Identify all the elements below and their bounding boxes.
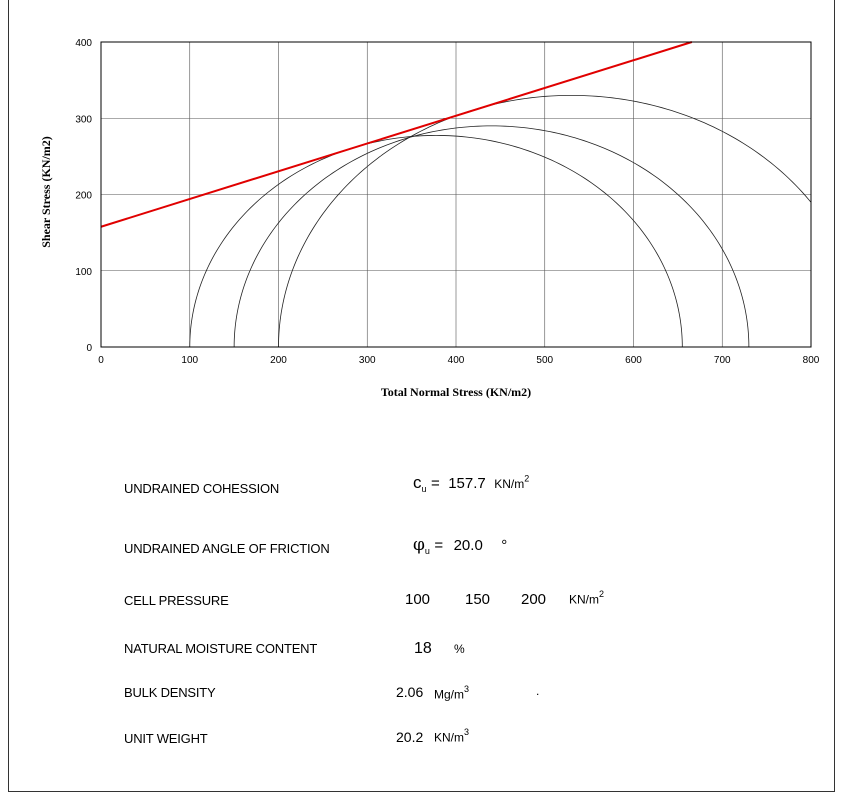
- x-tick-label: 300: [359, 355, 376, 366]
- tick-labels: 0 100 200 300 400 500 600 700 800 0 100 200 300 400: [75, 38, 819, 366]
- cell-pressure-unit-group: KN/m2: [569, 589, 604, 608]
- x-tick-label: 100: [181, 355, 198, 366]
- cell-pressure-label: CELL PRESSURE: [124, 593, 229, 608]
- moisture-value: 18: [414, 640, 432, 657]
- mohr-circle-chart: 0 100 200 300 400 500 600 700 800 0 100 200 300 400 T…: [39, 38, 820, 399]
- x-tick-label: 700: [714, 355, 731, 366]
- friction-label: UNDRAINED ANGLE OF FRICTION: [124, 541, 330, 556]
- moisture-label: NATURAL MOISTURE CONTENT: [124, 641, 318, 656]
- cohesion-label: UNDRAINED COHESSION: [124, 481, 280, 496]
- x-tick-label: 400: [448, 355, 465, 366]
- failure-envelope-line: [100, 41, 693, 228]
- mohr-circle: [189, 135, 683, 347]
- unit-weight-label: UNIT WEIGHT: [124, 731, 208, 746]
- friction-subscript: u: [424, 546, 430, 557]
- y-axis-title: Shear Stress (KN/m2): [39, 136, 53, 248]
- unit-weight-unit: KN/m: [434, 730, 464, 745]
- unit-weight-unit-group: KN/m3: [434, 727, 469, 746]
- cell-pressure-unit: KN/m: [569, 592, 599, 607]
- y-tick-label: 100: [75, 267, 92, 278]
- friction-unit: °: [501, 537, 508, 554]
- bulk-density-label: BULK DENSITY: [124, 685, 216, 700]
- friction-value-group: φu = 20.0 °: [413, 535, 507, 556]
- y-tick-label: 200: [75, 191, 92, 202]
- cell-pressure-unit-sup: 2: [599, 589, 605, 599]
- y-tick-label: 400: [75, 38, 92, 49]
- x-tick-label: 800: [803, 355, 820, 366]
- cohesion-subscript: u: [421, 484, 427, 495]
- cohesion-symbol: c: [413, 473, 422, 492]
- plot-area-frame: [100, 41, 812, 348]
- bulk-density-trailing-dot: .: [536, 684, 540, 698]
- y-tick-label: 300: [75, 114, 92, 125]
- mohr-circle: [233, 125, 750, 347]
- cell-pressure-1: 100: [405, 591, 431, 608]
- cell-pressure-3: 200: [521, 591, 547, 608]
- bulk-density-unit-group: Mg/m3: [434, 684, 469, 703]
- mohr-circle: [278, 94, 811, 347]
- friction-value: 20.0: [453, 537, 483, 554]
- cohesion-value: 157.7: [448, 475, 486, 492]
- friction-equals: =: [434, 537, 444, 554]
- bulk-density-unit-sup: 3: [464, 684, 470, 694]
- moisture-unit: %: [454, 642, 465, 656]
- x-tick-label: 200: [270, 355, 287, 366]
- x-tick-label: 500: [536, 355, 553, 366]
- x-axis-title: Total Normal Stress (KN/m2): [381, 385, 531, 399]
- x-tick-label: 0: [98, 355, 104, 366]
- y-tick-label: 0: [86, 343, 92, 354]
- cohesion-equals: =: [430, 475, 440, 492]
- unit-weight-unit-sup: 3: [464, 727, 470, 737]
- cohesion-value-group: cu = 157.7 KN/m2: [413, 473, 529, 494]
- mohr-circles: [189, 94, 811, 347]
- cohesion-unit-sup: 2: [524, 473, 530, 484]
- friction-symbol: φ: [413, 535, 425, 555]
- cell-pressure-2: 150: [465, 591, 491, 608]
- bulk-density-unit: Mg/m: [434, 687, 464, 702]
- cohesion-unit: KN/m: [494, 477, 525, 491]
- page-frame: [8, 0, 835, 792]
- x-tick-label: 600: [625, 355, 642, 366]
- failure-envelope-layer: [100, 41, 693, 228]
- bulk-density-value: 2.06: [396, 684, 424, 700]
- unit-weight-value: 20.2: [396, 729, 424, 745]
